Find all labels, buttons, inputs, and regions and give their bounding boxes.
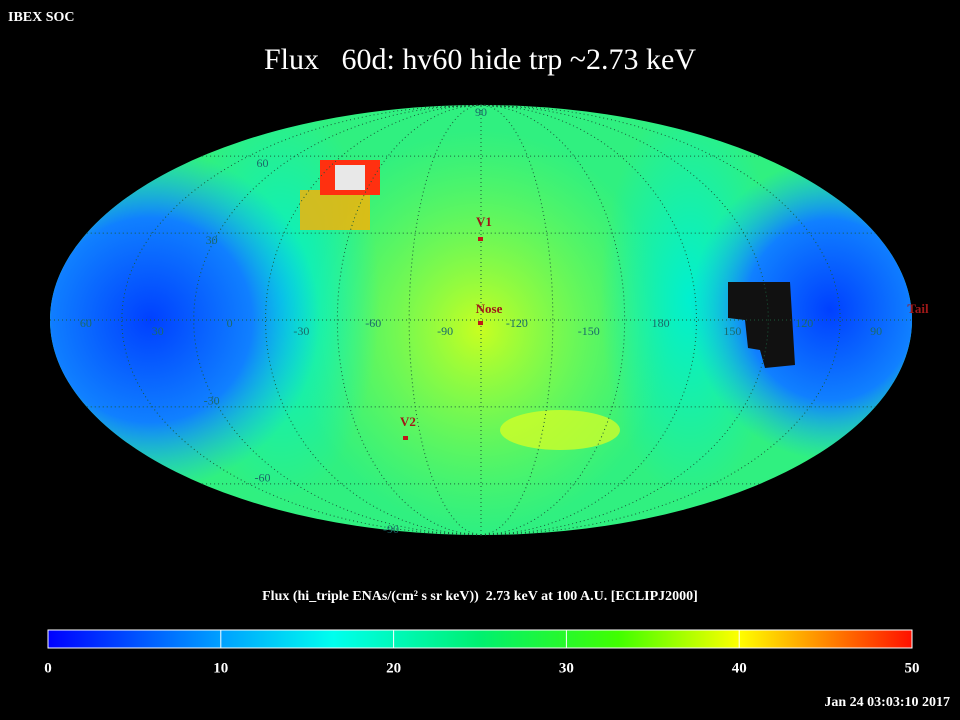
longitude-label: -30 — [293, 324, 309, 338]
v1-marker — [478, 237, 483, 241]
meridian — [336, 104, 482, 536]
graticule — [50, 104, 912, 536]
meridian — [480, 104, 841, 536]
latitude-label: 30 — [206, 233, 218, 247]
longitude-label: 60 — [80, 316, 92, 330]
longitude-label: 150 — [723, 324, 741, 338]
colorbar-tick-label: 0 — [44, 660, 52, 676]
meridian — [480, 104, 698, 536]
latitude-label: 90 — [475, 105, 487, 119]
longitude-label: -150 — [578, 324, 600, 338]
meridian — [480, 104, 554, 536]
sky-map — [50, 105, 912, 535]
source-label: IBEX SOC — [8, 10, 75, 25]
colorbar-tick-label: 30 — [559, 660, 574, 676]
longitude-label: 120 — [795, 316, 813, 330]
latitude-label: 60 — [257, 156, 269, 170]
tail-label: Tail — [907, 301, 929, 316]
v2-marker — [403, 436, 408, 440]
title: Flux 60d: hv60 hide trp ~2.73 keV — [264, 43, 696, 76]
longitude-label: 0 — [227, 316, 233, 330]
meridian — [480, 104, 626, 536]
nose-label: Nose — [476, 301, 503, 316]
meridian — [193, 104, 482, 536]
nose-marker — [478, 321, 483, 325]
longitude-label: -120 — [506, 316, 528, 330]
latitude-label: -30 — [204, 394, 220, 408]
longitude-label: -60 — [365, 316, 381, 330]
colorbar-title: Flux (hi_triple ENAs/(cm² s sr keV)) 2.7… — [262, 589, 698, 604]
longitude-label: 30 — [152, 324, 164, 338]
longitude-label: 90 — [870, 324, 882, 338]
colorbar-tick-label: 50 — [905, 660, 920, 676]
longitude-label: -90 — [437, 324, 453, 338]
latitude-label: -90 — [383, 522, 399, 536]
meridian — [264, 104, 482, 536]
colorbar-tick-label: 20 — [386, 660, 401, 676]
colorbar-tick-label: 40 — [732, 660, 747, 676]
colorbar-tick-label: 10 — [213, 660, 228, 676]
longitude-label: 180 — [652, 316, 670, 330]
colorbar — [47, 629, 913, 649]
v1-label: V1 — [476, 214, 492, 229]
v2-label: V2 — [400, 414, 416, 429]
meridian — [121, 104, 482, 536]
latitude-label: -60 — [255, 471, 271, 485]
timestamp: Jan 24 03:03:10 2017 — [824, 695, 950, 710]
meridian — [480, 104, 769, 536]
